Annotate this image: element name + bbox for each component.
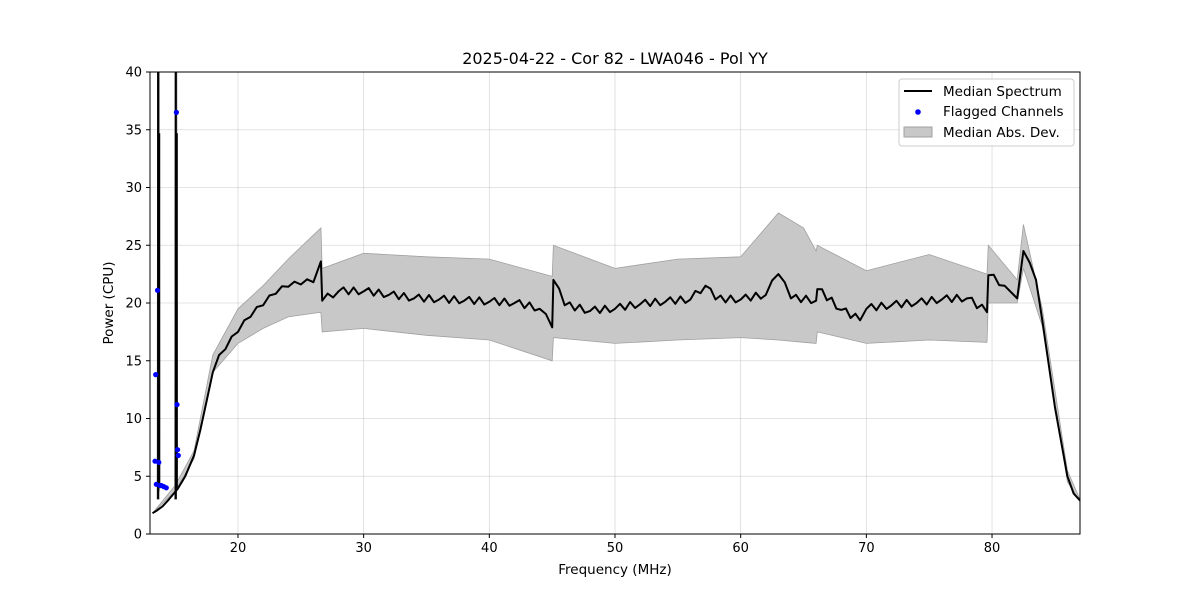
y-tick-label: 30 [125,181,142,196]
y-tick-label: 25 [125,239,142,254]
y-tick-label: 20 [125,297,142,312]
y-tick-label: 40 [125,66,142,81]
legend-median-label: Median Spectrum [943,84,1062,100]
chart-title: 2025-04-22 - Cor 82 - LWA046 - Pol YY [462,49,768,68]
legend-mad-label: Median Abs. Dev. [943,125,1060,141]
flagged-points [152,109,181,491]
y-axis-ticks: 0 5 10 15 20 25 30 35 40 [125,66,150,543]
flagged-channel-point [175,447,181,453]
legend-box [898,78,1075,147]
flagged-channel-point [174,402,180,408]
y-tick-label: 0 [134,528,142,543]
x-tick-label: 50 [607,541,624,556]
legend: Median Spectrum Flagged Channels Median … [898,78,1075,147]
x-tick-label: 30 [355,541,372,556]
x-tick-label: 20 [230,541,247,556]
flagged-channel-point [163,485,169,491]
y-tick-label: 15 [125,354,142,369]
x-tick-label: 40 [481,541,498,556]
x-axis-label: Frequency (MHz) [558,562,671,578]
flagged-channel-point [173,109,179,115]
legend-band-swatch [903,126,933,138]
x-tick-label: 60 [732,541,749,556]
x-axis-ticks: 20 30 40 50 60 70 80 [230,534,1001,556]
x-tick-label: 80 [984,541,1001,556]
legend-point-swatch [915,109,921,115]
flagged-channel-point [154,287,161,293]
y-tick-label: 5 [134,470,142,485]
flagged-channel-point [156,459,162,465]
flagged-channel-point [175,452,181,459]
median-spectrum-line [151,250,1081,515]
legend-flagged-label: Flagged Channels [943,104,1064,120]
median-line [151,250,1081,515]
y-tick-label: 35 [125,123,142,138]
flagged-channel-point [153,372,159,378]
x-tick-label: 70 [858,541,875,556]
y-axis-label: Power (CPU) [101,261,117,344]
y-tick-label: 10 [125,412,142,427]
